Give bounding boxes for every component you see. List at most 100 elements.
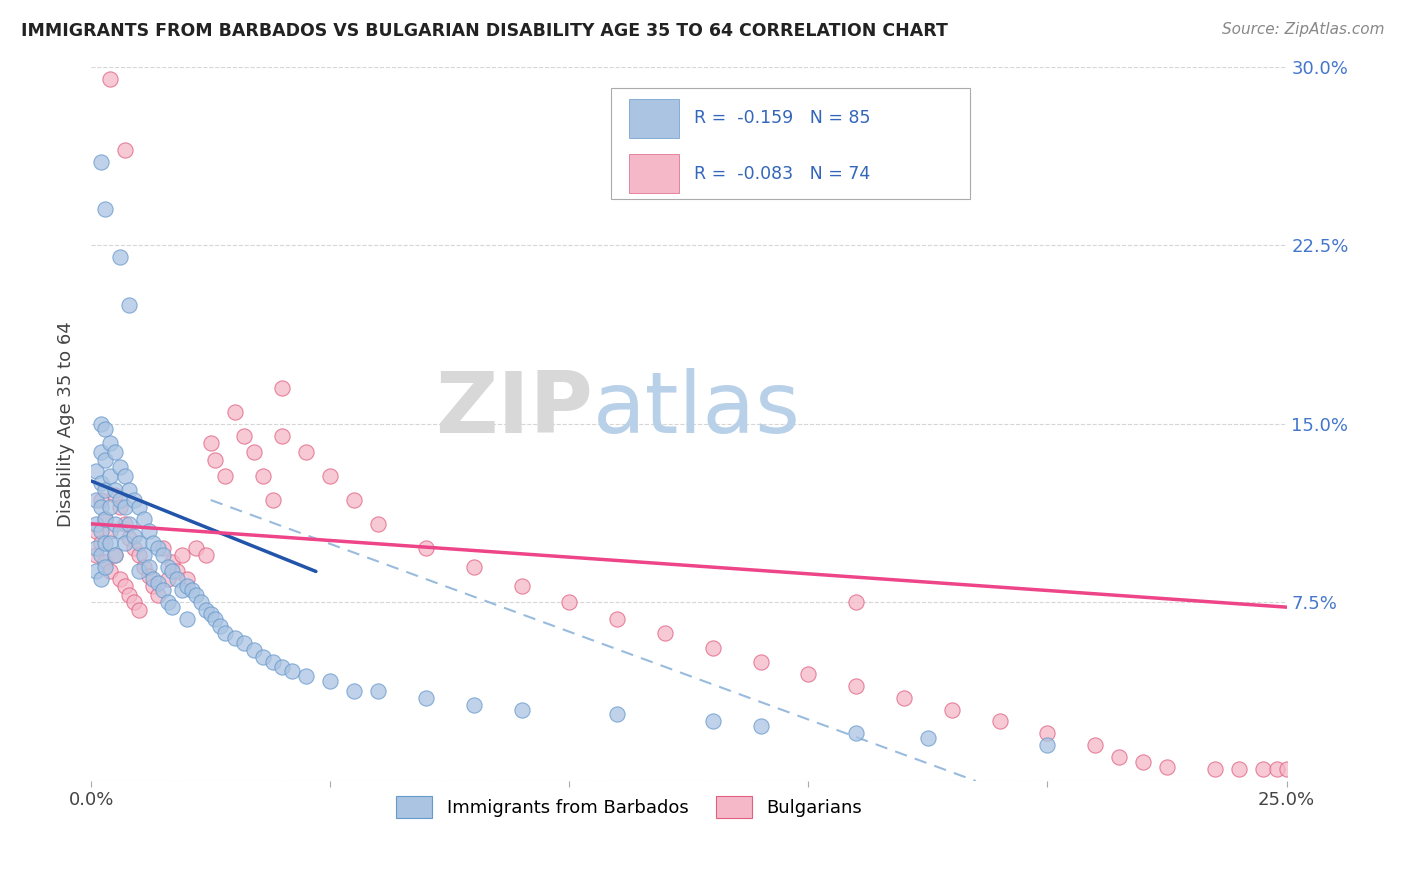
Point <box>166 572 188 586</box>
Point <box>128 500 150 515</box>
Point <box>1084 739 1107 753</box>
Point <box>1251 762 1274 776</box>
Point <box>138 559 160 574</box>
Point <box>142 579 165 593</box>
Point <box>94 452 117 467</box>
Point <box>84 541 107 555</box>
Point <box>152 541 174 555</box>
Point <box>295 445 318 459</box>
Point <box>104 488 127 502</box>
Point <box>176 612 198 626</box>
Point <box>156 559 179 574</box>
Point <box>114 469 136 483</box>
Point <box>214 469 236 483</box>
Point <box>1036 739 1059 753</box>
Text: Source: ZipAtlas.com: Source: ZipAtlas.com <box>1222 22 1385 37</box>
Point <box>114 143 136 157</box>
Point <box>162 565 184 579</box>
Point <box>98 524 121 538</box>
Point <box>98 536 121 550</box>
Point <box>194 602 217 616</box>
FancyBboxPatch shape <box>628 99 679 138</box>
Point <box>104 445 127 459</box>
Point <box>233 636 256 650</box>
Point <box>122 529 145 543</box>
Point <box>176 572 198 586</box>
Point <box>252 650 274 665</box>
Point <box>262 493 284 508</box>
Point <box>367 516 389 531</box>
Point <box>319 469 342 483</box>
Point <box>200 607 222 622</box>
Point <box>170 583 193 598</box>
Point <box>98 71 121 86</box>
Text: atlas: atlas <box>593 368 801 451</box>
Point <box>94 555 117 569</box>
Point <box>152 548 174 562</box>
Point <box>90 445 112 459</box>
Point <box>118 298 141 312</box>
Point <box>94 421 117 435</box>
Point <box>84 565 107 579</box>
Point <box>1156 760 1178 774</box>
Text: R =  -0.083   N = 74: R = -0.083 N = 74 <box>693 165 870 183</box>
Point <box>128 548 150 562</box>
Point <box>122 595 145 609</box>
Point <box>702 640 724 655</box>
Point <box>170 548 193 562</box>
Point <box>84 524 107 538</box>
Point <box>510 702 533 716</box>
Point <box>108 572 131 586</box>
Point <box>142 536 165 550</box>
Y-axis label: Disability Age 35 to 64: Disability Age 35 to 64 <box>58 321 75 526</box>
Point <box>108 524 131 538</box>
Legend: Immigrants from Barbados, Bulgarians: Immigrants from Barbados, Bulgarians <box>389 789 869 826</box>
Point <box>84 548 107 562</box>
Point <box>271 381 294 395</box>
Point <box>104 516 127 531</box>
Point <box>114 536 136 550</box>
Point <box>463 698 485 712</box>
Point <box>156 595 179 609</box>
Point <box>415 690 437 705</box>
Point <box>204 452 226 467</box>
Point <box>108 250 131 264</box>
Point <box>233 428 256 442</box>
Point <box>343 683 366 698</box>
Point <box>200 435 222 450</box>
Point <box>224 631 246 645</box>
Point <box>224 405 246 419</box>
Point <box>797 666 820 681</box>
Point <box>90 493 112 508</box>
Point <box>988 714 1011 729</box>
Point <box>152 583 174 598</box>
Point <box>166 565 188 579</box>
Point <box>606 707 628 722</box>
Point <box>118 588 141 602</box>
Point <box>367 683 389 698</box>
Point <box>122 493 145 508</box>
Point <box>262 655 284 669</box>
Point <box>104 548 127 562</box>
Point <box>186 588 208 602</box>
Point <box>104 483 127 498</box>
Point <box>214 626 236 640</box>
Point <box>893 690 915 705</box>
Point <box>415 541 437 555</box>
Point <box>90 476 112 491</box>
Point <box>295 669 318 683</box>
Point <box>108 459 131 474</box>
Point <box>114 579 136 593</box>
Point <box>1204 762 1226 776</box>
Text: R =  -0.159   N = 85: R = -0.159 N = 85 <box>693 110 870 128</box>
Point <box>845 595 868 609</box>
Point <box>128 565 150 579</box>
Point <box>702 714 724 729</box>
Point <box>510 579 533 593</box>
FancyBboxPatch shape <box>612 88 970 199</box>
Point <box>271 659 294 673</box>
Point <box>84 516 107 531</box>
Point <box>146 576 169 591</box>
Point <box>142 572 165 586</box>
Point <box>319 673 342 688</box>
